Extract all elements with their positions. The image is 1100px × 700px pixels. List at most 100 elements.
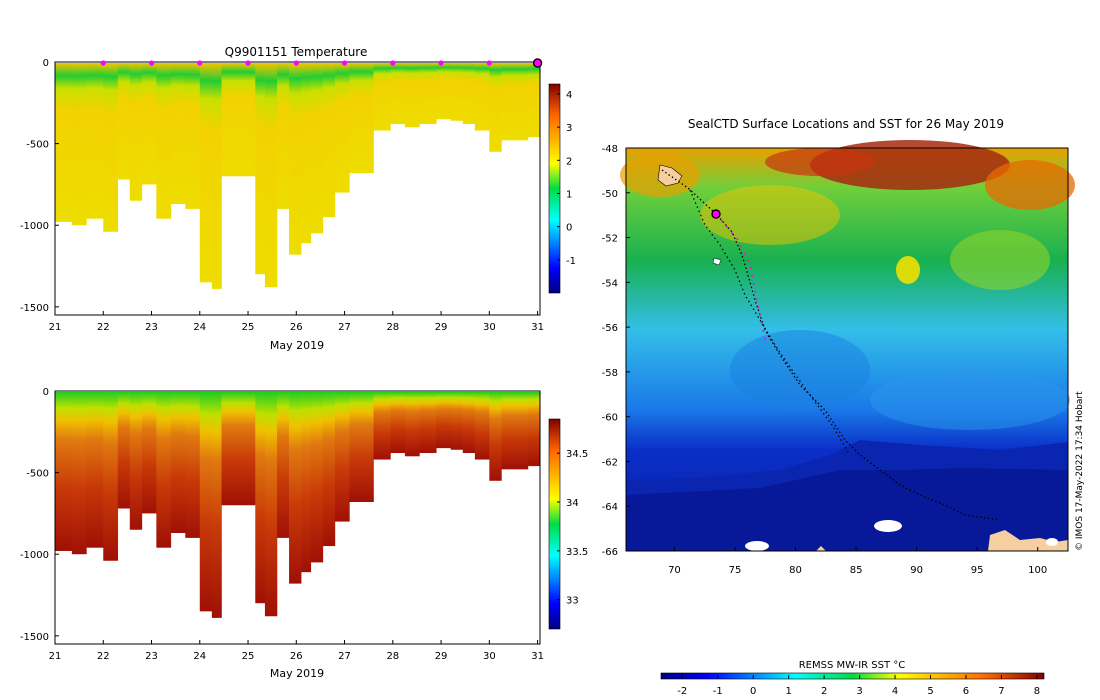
profile-marker[interactable] [486,60,492,66]
profile-marker[interactable] [245,60,251,66]
sea-ice-patch [1046,538,1058,546]
temperature-profile-markers [100,58,543,68]
x-tick-label: 25 [242,651,255,662]
profile-column [255,392,266,604]
antarctica-land [816,546,826,551]
profile-column [489,392,502,481]
temperature-colorbar-ticks: -1 0 1 2 3 4 [557,90,576,267]
colorbar-tick-label: 0 [566,223,572,234]
sst-map-y-ticks: -48 -50 -52 -54 -56 -58 -60 -62 -64 -66 [602,144,630,558]
salinity-y-ticks: 0 -500 -1000 -1500 [20,387,59,643]
profile-column [276,63,290,209]
sst-colorbar-tick-label: -2 [677,686,687,697]
profile-marker[interactable] [148,60,155,66]
x-tick-label: 26 [290,322,303,333]
sst-colorbar-tick-label: 8 [1034,686,1040,697]
profile-marker[interactable] [100,60,106,66]
sst-colorbar[interactable] [660,672,1045,680]
profile-marker[interactable] [197,60,203,66]
temperature-x-label: May 2019 [270,339,324,352]
profile-column [156,63,172,219]
y-tick-label: -1000 [20,550,49,561]
profile-column [334,392,350,522]
salinity-plot-frame [54,390,541,645]
lat-tick-label: -50 [602,189,618,200]
profile-column [117,63,131,180]
sst-field[interactable] [620,140,1075,551]
temperature-cells [55,63,541,289]
profile-column [129,392,143,530]
y-tick-label: -500 [26,469,49,480]
profile-column [129,63,143,201]
profile-marker[interactable] [293,60,299,66]
profile-column [462,392,476,454]
y-tick-label: -500 [26,140,49,151]
salinity-x-ticks: 21 22 23 24 25 26 27 28 29 30 31 [49,640,544,662]
seal-track [661,169,1001,521]
sst-cool-patch [870,370,1070,430]
sst-colorbar-tick-label: 6 [963,686,969,697]
y-tick-label: 0 [43,58,49,69]
x-tick-label: 22 [97,322,110,333]
profile-column [390,392,406,454]
profile-column [264,392,278,617]
lat-tick-label: -66 [602,547,618,558]
profile-column [264,63,278,288]
profile-column [419,63,437,125]
temperature-x-ticks: 21 22 23 24 25 26 27 28 29 30 31 [49,311,544,333]
heard-island-land [657,164,683,187]
profile-column [419,392,437,454]
current-profile-marker[interactable] [532,58,543,68]
current-location-marker[interactable] [711,209,721,219]
profile-column [117,392,131,509]
y-tick-label: -1500 [20,632,49,643]
profile-column [474,392,490,460]
salinity-colorbar-ticks: 33 33.5 34 34.5 [557,449,588,607]
lon-tick-label: 80 [789,565,802,576]
profile-column [501,63,514,141]
x-tick-label: 30 [483,651,496,662]
profile-marker[interactable] [390,60,396,66]
lat-tick-label: -64 [602,502,618,513]
x-tick-label: 28 [386,322,399,333]
profile-column [310,392,324,563]
lon-tick-label: 100 [1028,565,1047,576]
sst-warm-patch [896,256,920,284]
lon-tick-label: 70 [668,565,681,576]
profile-column [513,63,529,141]
profile-column [289,392,302,584]
x-tick-label: 25 [242,322,255,333]
profile-column [361,392,374,502]
salinity-colorbar[interactable] [548,418,561,630]
x-tick-label: 28 [386,651,399,662]
sst-map-panel: SealCTD Surface Locations and SST for 26… [602,117,1075,697]
profile-column [301,392,312,573]
profile-column [221,392,239,506]
sst-warm-patch [950,230,1050,290]
lat-tick-label: -58 [602,368,618,379]
profile-column [310,63,324,234]
sst-warm-patch [985,160,1075,210]
profile-column [276,392,290,538]
profile-marker[interactable] [341,60,348,66]
colorbar-tick-label: 4 [566,90,572,101]
profile-column [199,392,213,612]
profile-column [404,392,420,457]
x-tick-label: 23 [145,651,158,662]
sst-warm-patch [700,185,840,245]
x-tick-label: 21 [49,651,62,662]
profile-marker[interactable] [438,60,444,66]
colorbar-tick-label: 33 [566,596,579,607]
lon-tick-label: 85 [850,565,863,576]
profile-column [301,63,312,244]
profile-column [513,392,529,470]
sst-colorbar-tick-label: 4 [892,686,898,697]
profile-column [55,392,73,551]
sst-colorbar-label: REMSS MW-IR SST °C [799,660,906,671]
x-tick-label: 31 [531,322,544,333]
profile-column [436,392,452,449]
profile-column [141,392,157,514]
profile-column [390,63,406,125]
temperature-colorbar[interactable] [548,83,561,294]
y-tick-label: -1000 [20,221,49,232]
